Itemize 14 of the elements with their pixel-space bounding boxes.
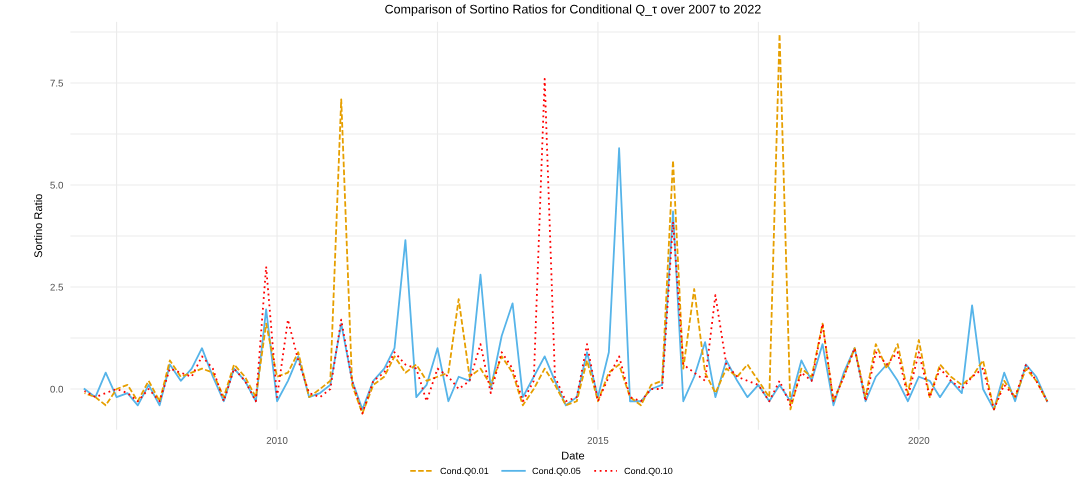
x-tick-label: 2010 xyxy=(266,436,288,444)
legend-label: Cond.Q0.10 xyxy=(624,467,673,476)
y-tick-label: 2.5 xyxy=(50,283,64,291)
y-tick-label: 0.0 xyxy=(50,385,64,393)
x-tick-label: 2015 xyxy=(587,436,609,444)
y-tick-label: 7.5 xyxy=(50,79,64,87)
y-tick-label: 5.0 xyxy=(50,181,64,189)
y-axis-title: Sortino Ratio xyxy=(34,194,43,258)
legend-label: Cond.Q0.05 xyxy=(532,467,581,476)
line-series xyxy=(83,147,1049,411)
legend-label: Cond.Q0.01 xyxy=(440,467,489,476)
chart-title: Comparison of Sortino Ratios for Conditional Q_τ over 2007 to 2022 xyxy=(385,4,761,17)
x-axis-title: Date xyxy=(562,451,585,460)
x-tick-label: 2020 xyxy=(908,436,930,444)
